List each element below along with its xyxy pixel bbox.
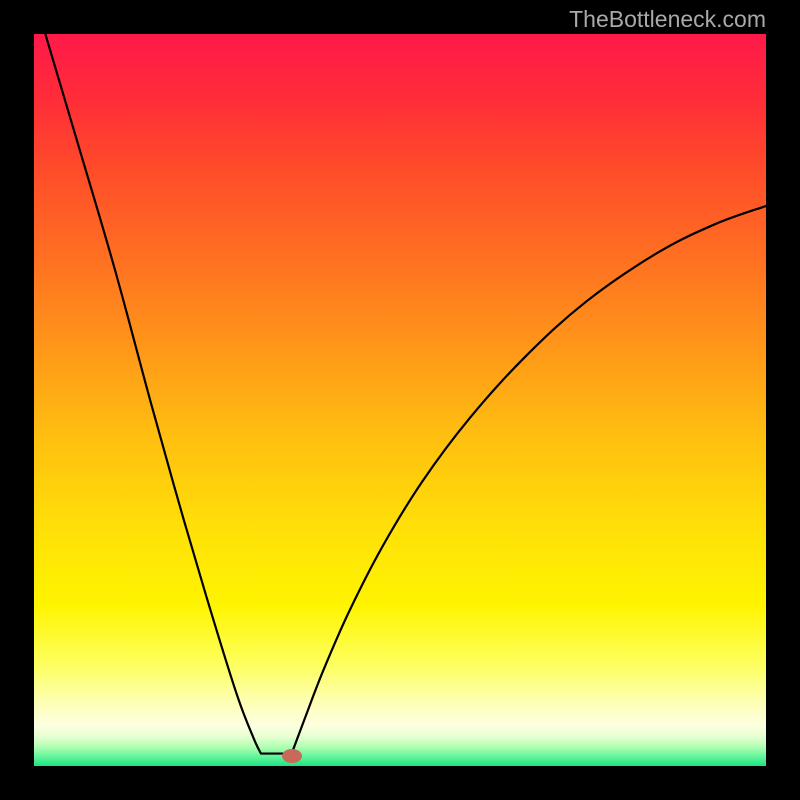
chart-frame: TheBottleneck.com — [0, 0, 800, 800]
minimum-marker — [282, 749, 302, 763]
plot-area — [34, 34, 766, 766]
watermark-text: TheBottleneck.com — [569, 6, 766, 33]
curve-svg — [34, 34, 766, 766]
